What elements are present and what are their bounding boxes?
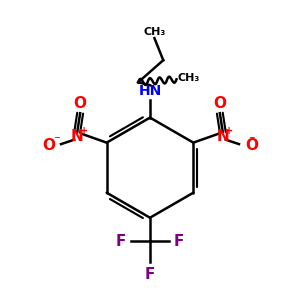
Text: F: F xyxy=(145,267,155,282)
Text: +: + xyxy=(80,126,88,136)
Text: O: O xyxy=(42,138,55,153)
Text: O: O xyxy=(245,138,258,153)
Text: +: + xyxy=(225,126,233,136)
Text: CH₃: CH₃ xyxy=(143,27,166,37)
Text: F: F xyxy=(116,234,126,249)
Text: O: O xyxy=(74,96,87,111)
Text: HN: HN xyxy=(138,85,162,98)
Text: CH₃: CH₃ xyxy=(178,73,200,83)
Text: N: N xyxy=(216,129,229,144)
Text: F: F xyxy=(174,234,184,249)
Text: ⁻: ⁻ xyxy=(248,134,255,147)
Text: ⁻: ⁻ xyxy=(53,134,59,147)
Text: O: O xyxy=(213,96,226,111)
Text: N: N xyxy=(71,129,84,144)
